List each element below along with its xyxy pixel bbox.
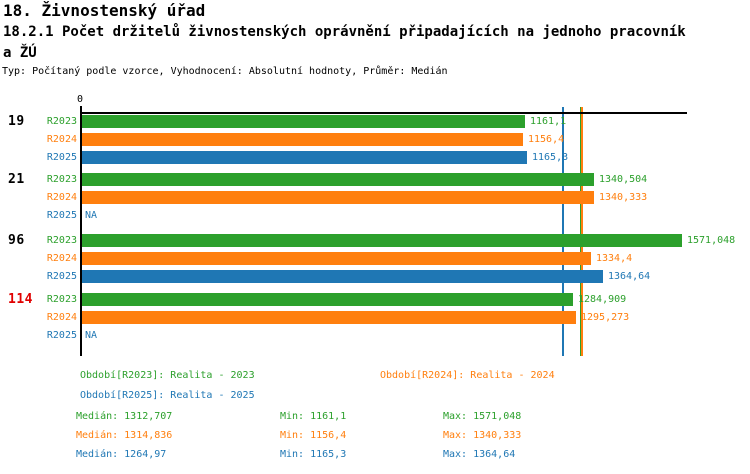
stat-max-r2025: Max: 1364,64 [443, 449, 516, 460]
series-label-96-r2025: R2025 [46, 271, 77, 282]
median-line-r2025 [562, 107, 564, 356]
stat-median-r2024: Medián: 1314,836 [76, 430, 173, 441]
na-label-21-r2025: NA [85, 210, 98, 221]
y-axis-line [80, 106, 82, 356]
page-title: 18. Živnostenský úřad [3, 1, 206, 20]
series-label-21-r2024: R2024 [46, 192, 77, 203]
value-label-114-r2024: 1295,273 [581, 312, 630, 323]
na-label-114-r2025: NA [85, 330, 98, 341]
bar-21-r2023 [82, 173, 594, 186]
x-axis-zero-label: 0 [76, 94, 84, 105]
bar-19-r2024 [82, 133, 523, 146]
series-label-96-r2024: R2024 [46, 253, 77, 264]
bar-96-r2023 [82, 234, 682, 247]
value-label-96-r2023: 1571,048 [687, 235, 736, 246]
value-label-96-r2024: 1334,4 [596, 253, 633, 264]
value-label-114-r2023: 1284,909 [578, 294, 627, 305]
value-label-19-r2025: 1165,3 [532, 152, 569, 163]
bar-96-r2025 [82, 270, 603, 283]
series-label-96-r2023: R2023 [46, 235, 77, 246]
series-label-114-r2024: R2024 [46, 312, 77, 323]
series-label-19-r2024: R2024 [46, 134, 77, 145]
bar-19-r2023 [82, 115, 525, 128]
stat-max-r2024: Max: 1340,333 [443, 430, 522, 441]
series-label-114-r2025: R2025 [46, 330, 77, 341]
series-label-19-r2023: R2023 [46, 116, 77, 127]
value-label-19-r2024: 1156,4 [528, 134, 565, 145]
bar-21-r2024 [82, 191, 594, 204]
series-label-19-r2025: R2025 [46, 152, 77, 163]
series-label-21-r2023: R2023 [46, 174, 77, 185]
group-label-19: 19 [8, 114, 25, 129]
bar-19-r2025 [82, 151, 527, 164]
group-label-21: 21 [8, 172, 25, 187]
bar-114-r2023 [82, 293, 573, 306]
median-line-r2024 [581, 107, 583, 356]
chart-subtitle-wrap: a ŽÚ [3, 45, 37, 61]
stat-median-r2023: Medián: 1312,707 [76, 411, 173, 422]
group-label-96: 96 [8, 233, 25, 248]
stat-min-r2025: Min: 1165,3 [280, 449, 347, 460]
value-label-19-r2023: 1161,1 [530, 116, 567, 127]
chart-meta-line: Typ: Počítaný podle vzorce, Vyhodnocení:… [2, 66, 448, 77]
value-label-21-r2023: 1340,504 [599, 174, 648, 185]
stat-max-r2023: Max: 1571,048 [443, 411, 522, 422]
legend-item-r2023: Období[R2023]: Realita - 2023 [80, 370, 255, 381]
series-label-114-r2023: R2023 [46, 294, 77, 305]
bar-96-r2024 [82, 252, 591, 265]
stat-min-r2023: Min: 1161,1 [280, 411, 347, 422]
series-label-21-r2025: R2025 [46, 210, 77, 221]
legend-item-r2024: Období[R2024]: Realita - 2024 [380, 370, 555, 381]
value-label-21-r2024: 1340,333 [599, 192, 648, 203]
value-label-96-r2025: 1364,64 [608, 271, 651, 282]
group-label-114: 114 [8, 292, 33, 307]
chart-subtitle: 18.2.1 Počet držitelů živnostenských opr… [3, 24, 686, 40]
x-axis-line [80, 112, 687, 114]
stat-median-r2025: Medián: 1264,97 [76, 449, 167, 460]
legend-item-r2025: Období[R2025]: Realita - 2025 [80, 390, 255, 401]
stat-min-r2024: Min: 1156,4 [280, 430, 347, 441]
bar-114-r2024 [82, 311, 576, 324]
